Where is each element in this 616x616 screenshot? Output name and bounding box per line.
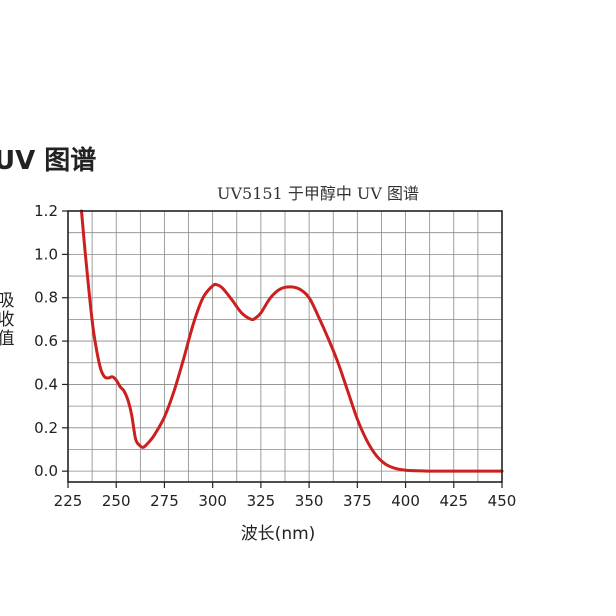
x-tick-label: 350	[295, 492, 324, 510]
x-tick-label: 275	[150, 492, 179, 510]
y-tick-label: 1.2	[34, 202, 58, 220]
y-tick-label: 0.4	[34, 375, 58, 393]
y-axis-label-char: 值	[0, 329, 15, 349]
x-tick-label: 225	[54, 492, 83, 510]
y-axis-label-char: 吸	[0, 291, 15, 311]
y-tick-label: 0.2	[34, 419, 58, 437]
page-heading: UV 图谱	[0, 146, 97, 176]
x-axis-label: 波长(nm)	[241, 524, 316, 544]
x-tick-label: 325	[247, 492, 276, 510]
x-tick-label: 250	[102, 492, 131, 510]
y-tick-label: 0.8	[34, 289, 58, 307]
x-tick-label: 300	[198, 492, 227, 510]
x-tick-label: 450	[488, 492, 517, 510]
x-tick-label: 425	[439, 492, 468, 510]
plot-frame	[67, 210, 503, 483]
chart-title: UV5151 于甲醇中 UV 图谱	[217, 184, 419, 203]
y-axis-label-char: 收	[0, 310, 15, 330]
grid	[67, 210, 503, 482]
x-tick-label: 400	[391, 492, 420, 510]
y-tick-label: 0.6	[34, 332, 58, 350]
axis-ticks: 225 250 275 300 325 350 375 400 425 450 0.0 0.2 0.4 0…	[34, 202, 516, 510]
y-tick-label: 0.0	[34, 462, 58, 480]
x-tick-label: 375	[343, 492, 372, 510]
uv-curve	[80, 209, 504, 473]
y-tick-label: 1.0	[34, 245, 58, 263]
y-axis-label: 吸收值	[0, 291, 15, 349]
